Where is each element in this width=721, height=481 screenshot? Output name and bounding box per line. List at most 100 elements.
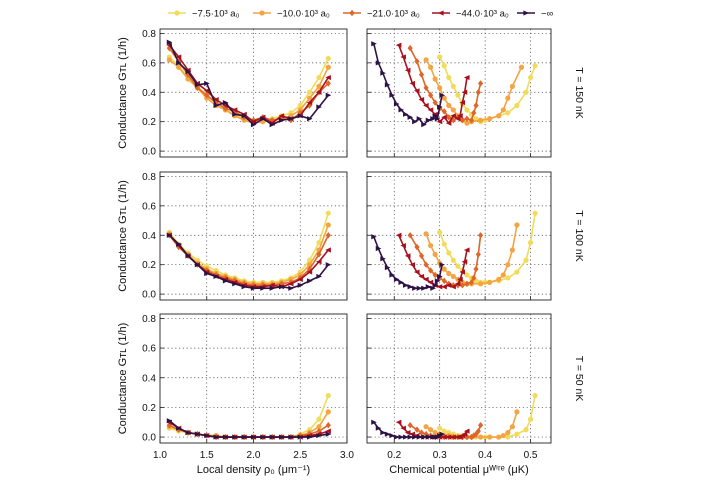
data-point [241, 113, 248, 119]
data-point [445, 434, 452, 440]
data-point [477, 117, 484, 123]
data-point [423, 231, 429, 237]
data-point [437, 54, 443, 60]
chart-panel-2-potential: T = 100 nK [366, 171, 585, 301]
data-point [457, 276, 463, 283]
data-point [307, 102, 313, 109]
legend-marker [523, 10, 529, 16]
x-tick-label: 2.5 [293, 450, 307, 461]
data-point [463, 428, 470, 434]
data-point [418, 97, 425, 103]
data-point [459, 282, 466, 289]
data-point [423, 84, 429, 92]
data-point [222, 99, 229, 106]
data-point [432, 282, 439, 288]
chart-panel-2-density: 0.0 0.2 0.4 0.6 0.8 Conductance Gᴛʟ (1/h) [117, 171, 348, 301]
data-point [204, 92, 210, 99]
legend-marker [174, 10, 180, 16]
data-point [325, 74, 331, 81]
y-tick-label: 0.8 [142, 314, 156, 325]
data-point [194, 82, 201, 88]
axes-frame [366, 313, 552, 444]
data-point [423, 430, 429, 438]
series-line [168, 44, 330, 124]
data-point [407, 434, 414, 440]
data-point [404, 253, 411, 259]
data-point [527, 74, 534, 81]
data-point [278, 117, 285, 123]
data-point [421, 434, 427, 440]
row-label: T = 50 nK [573, 356, 585, 402]
data-point [222, 278, 229, 284]
data-point [455, 92, 461, 98]
series-line [168, 212, 330, 284]
data-point [527, 416, 534, 422]
data-point [407, 44, 413, 52]
x-tick-label: 0.4 [478, 450, 492, 461]
data-point [307, 430, 313, 438]
data-point [505, 95, 511, 101]
data-point [514, 269, 520, 275]
data-point [468, 117, 475, 124]
data-point [176, 64, 182, 70]
data-point [325, 431, 332, 437]
data-point [409, 262, 416, 268]
data-point [166, 418, 173, 424]
data-point [500, 272, 506, 278]
data-point [231, 107, 238, 113]
data-point [468, 279, 475, 286]
data-point [407, 114, 414, 120]
data-point [260, 434, 266, 440]
data-point [423, 261, 429, 268]
chart-panel-3-potential: 0.2 0.3 0.4 0.5 T = 50 nK [366, 313, 585, 461]
data-point [428, 92, 434, 99]
series-5 [166, 39, 332, 128]
legend-item-4: −44.0·10³ a₀ [432, 9, 509, 20]
y-tick-label: 0.6 [142, 58, 156, 69]
data-point [307, 95, 313, 101]
data-point [505, 262, 511, 268]
series-1 [437, 392, 538, 440]
data-point [509, 247, 515, 253]
data-point [527, 240, 534, 246]
data-point [176, 241, 182, 247]
data-point [457, 113, 463, 119]
row-label: T = 100 nK [573, 210, 585, 261]
data-point [477, 80, 484, 87]
y-tick-label: 0.4 [142, 88, 156, 99]
data-point [437, 425, 443, 431]
data-point [425, 284, 432, 290]
series-3 [407, 232, 484, 289]
data-point [437, 104, 443, 110]
data-point [166, 39, 173, 45]
data-point [441, 108, 447, 115]
data-point [418, 429, 425, 436]
data-point [421, 285, 427, 291]
data-point [432, 271, 438, 279]
data-point [194, 431, 201, 437]
x-tick-label: 3.0 [340, 450, 354, 461]
data-point [428, 427, 434, 433]
data-point [307, 116, 313, 122]
data-point [166, 57, 172, 63]
data-point [260, 285, 266, 291]
data-point [441, 241, 447, 247]
data-point [416, 434, 423, 440]
data-point [416, 285, 423, 291]
data-point [316, 273, 322, 280]
data-point [297, 102, 303, 109]
data-point [441, 63, 447, 69]
data-point [185, 430, 192, 436]
data-point [288, 434, 294, 440]
data-point [441, 428, 447, 434]
data-point [487, 116, 493, 122]
data-point [375, 425, 382, 431]
legend-label: −21.0·10³ a₀ [367, 9, 420, 20]
data-point [278, 434, 285, 440]
data-point [441, 284, 447, 290]
y-tick-label: 0.6 [142, 344, 156, 355]
data-point [278, 113, 285, 119]
data-point [450, 273, 456, 280]
data-point [459, 269, 466, 275]
x-axis-label-density: Local density ρ₀ (μm⁻¹) [197, 464, 310, 476]
